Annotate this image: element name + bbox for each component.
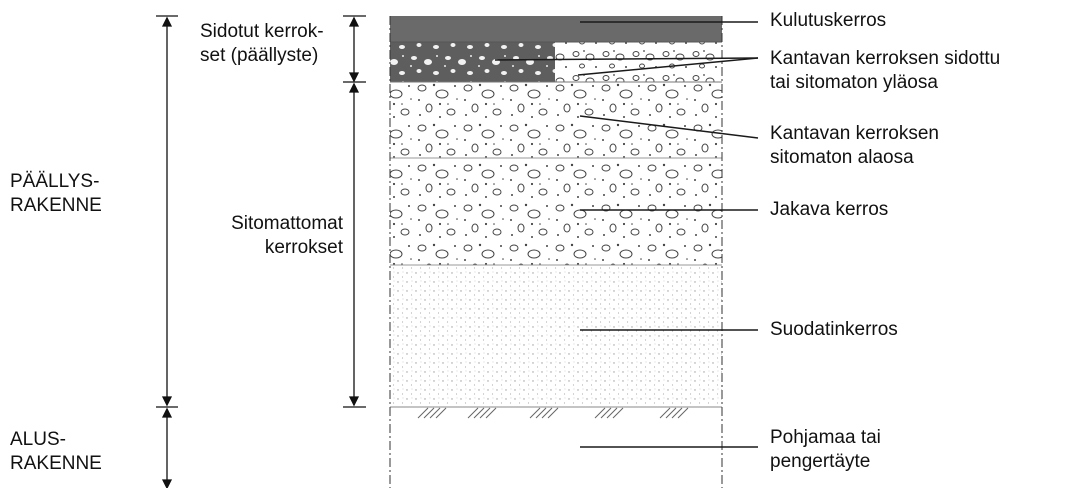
label-pohjamaa-line1: Pohjamaa tai (770, 427, 881, 448)
filter-layer (390, 265, 722, 407)
label-sitomattomat-line2: kerrokset (264, 237, 343, 258)
label-sitomattomat-line1: Sitomattomat (231, 213, 343, 234)
label-kantava-ylaosa-line1: Kantavan kerroksen sidottu (770, 48, 1001, 69)
label-kantava-ylaosa: Kantavan kerroksen sidottu tai sitomaton… (770, 47, 1000, 95)
label-alusrakenne-line1: ALUS- (10, 429, 66, 450)
upper-base-unbound (555, 42, 722, 82)
label-paallysrakenne-line2: RAKENNE (10, 195, 102, 216)
label-kantava-alaosa-line1: Kantavan kerroksen (770, 123, 939, 144)
lower-base-layer (390, 82, 722, 158)
label-paallysrakenne: PÄÄLLYS- RAKENNE (10, 170, 102, 218)
label-sidotut: Sidotut kerrok- set (päällyste) (200, 20, 324, 68)
sub-base-layer (390, 158, 722, 265)
leader-alaosa (579, 115, 759, 139)
label-alusrakenne: ALUS- RAKENNE (10, 428, 102, 476)
label-pohjamaa-line2: pengertäyte (770, 451, 871, 472)
label-suodatin-line1: Suodatinkerros (770, 319, 898, 340)
leader-ylaosa-unbound (577, 57, 759, 76)
leader-lines (494, 21, 759, 448)
label-jakava-line1: Jakava kerros (770, 199, 889, 220)
label-alusrakenne-line2: RAKENNE (10, 453, 102, 474)
ground-hatch (417, 407, 689, 419)
label-pohjamaa: Pohjamaa tai pengertäyte (770, 426, 881, 474)
label-paallysrakenne-line1: PÄÄLLYS- (10, 171, 100, 192)
label-sidotut-line2: set (päällyste) (200, 45, 319, 66)
upper-base-bound-stones (390, 42, 555, 82)
label-sitomattomat: Sitomattomat kerrokset (231, 212, 343, 260)
leader-ylaosa-bound (494, 57, 759, 61)
label-suodatin: Suodatinkerros (770, 318, 898, 342)
label-kulutuskerros: Kulutuskerros (770, 9, 886, 33)
label-kulutuskerros-line1: Kulutuskerros (770, 10, 887, 31)
label-jakava: Jakava kerros (770, 198, 888, 222)
wearing-course (390, 16, 722, 42)
label-kantava-alaosa-line2: sitomaton alaosa (770, 147, 914, 168)
label-kantava-alaosa: Kantavan kerroksen sitomaton alaosa (770, 122, 939, 170)
dimension-lines (156, 15, 366, 488)
label-kantava-ylaosa-line2: tai sitomaton yläosa (770, 72, 938, 93)
label-sidotut-line1: Sidotut kerrok- (200, 21, 324, 42)
soil-column (389, 16, 723, 488)
